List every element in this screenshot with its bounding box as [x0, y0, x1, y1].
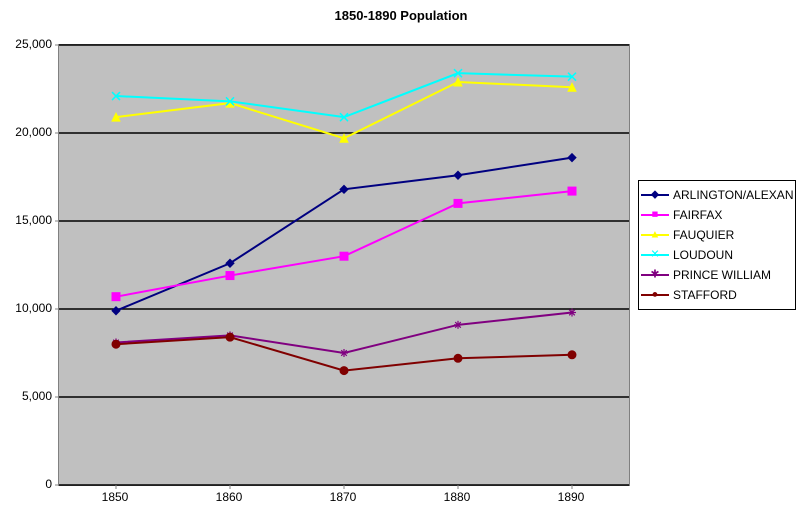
- plot-svg: [59, 45, 629, 485]
- y-tick-label: 15,000: [15, 213, 52, 227]
- y-tick-label: 20,000: [15, 125, 52, 139]
- legend: ◆ ARLINGTON/ALEXANDRIA ■ FAIRFAX ▲ FAUQUIER ✕ L…: [638, 180, 796, 310]
- legend-item: ■ FAIRFAX: [641, 205, 793, 225]
- x-axis-labels: 1850 1860 1870 1880 1890: [58, 490, 628, 510]
- x-tick-label: 1890: [558, 490, 585, 504]
- legend-swatch: ●: [641, 287, 669, 303]
- series-line: [116, 73, 572, 117]
- legend-label: FAUQUIER: [673, 228, 734, 242]
- x-tick-label: 1870: [330, 490, 357, 504]
- legend-label: STAFFORD: [673, 288, 737, 302]
- series-line: [116, 82, 572, 138]
- legend-swatch: ✱: [641, 267, 669, 283]
- legend-item: ◆ ARLINGTON/ALEXANDRIA: [641, 185, 793, 205]
- y-tick-label: 0: [45, 477, 52, 491]
- legend-swatch: ■: [641, 207, 669, 223]
- x-tick-label: 1860: [216, 490, 243, 504]
- legend-label: ARLINGTON/ALEXANDRIA: [673, 188, 793, 202]
- series-line: [116, 158, 572, 311]
- legend-item: ✱ PRINCE WILLIAM: [641, 265, 793, 285]
- chart-title: 1850-1890 Population: [0, 8, 802, 23]
- series-line: [116, 191, 572, 297]
- legend-item: ● STAFFORD: [641, 285, 793, 305]
- x-tick-label: 1850: [102, 490, 129, 504]
- y-axis-labels: 05,00010,00015,00020,00025,000: [0, 44, 52, 484]
- legend-label: LOUDOUN: [673, 248, 733, 262]
- legend-swatch: ▲: [641, 227, 669, 243]
- legend-swatch: ✕: [641, 247, 669, 263]
- legend-label: FAIRFAX: [673, 208, 722, 222]
- plot-area: [58, 44, 630, 486]
- legend-swatch: ◆: [641, 187, 669, 203]
- y-tick-label: 25,000: [15, 37, 52, 51]
- y-tick-label: 10,000: [15, 301, 52, 315]
- x-tick-label: 1880: [444, 490, 471, 504]
- legend-item: ▲ FAUQUIER: [641, 225, 793, 245]
- y-tick-label: 5,000: [22, 389, 52, 403]
- legend-label: PRINCE WILLIAM: [673, 268, 771, 282]
- legend-item: ✕ LOUDOUN: [641, 245, 793, 265]
- series-line: [116, 313, 572, 353]
- chart-container: 1850-1890 Population 0 5,000 10,000 15,000 2…: [0, 0, 802, 528]
